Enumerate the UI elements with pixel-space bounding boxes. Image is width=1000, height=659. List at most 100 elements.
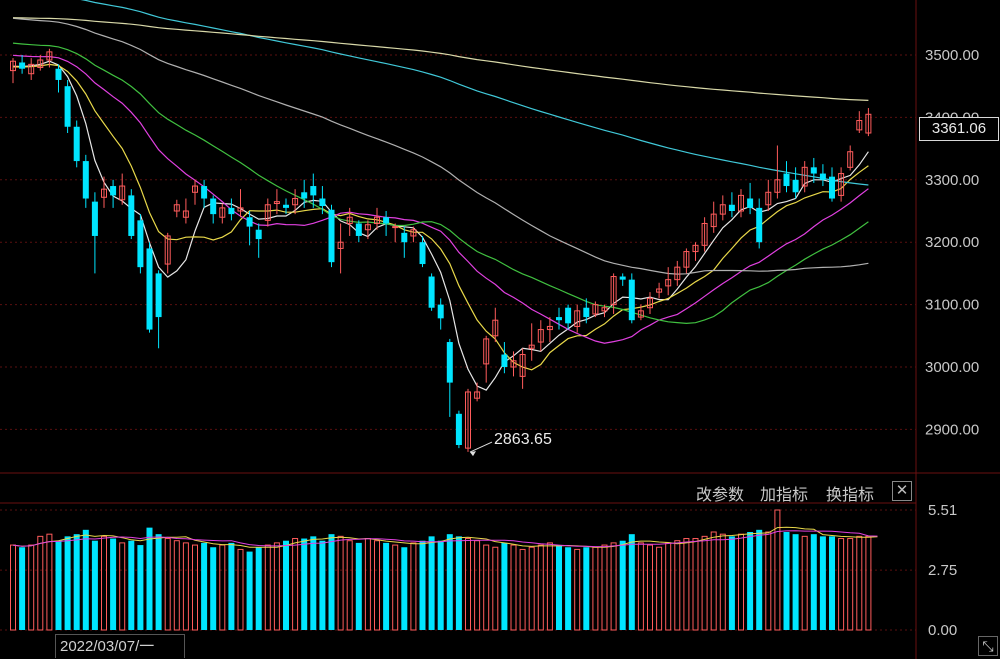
volume-bar [246,551,253,630]
volume-bar [647,544,653,631]
low-price-label: 2863.65 [494,431,552,448]
price-axis: 3500.003400.003300.003200.003100.003000.… [925,47,979,438]
candle-body [337,241,344,249]
volume-bar [228,542,235,630]
candle-body [765,191,772,206]
volume-bar [565,547,572,630]
volume-bar [492,546,499,631]
add-indicator-button[interactable]: 加指标 [760,487,809,504]
volume-bar [437,540,444,630]
candle-body [101,188,107,198]
candle-body [37,59,44,68]
candle-body [374,216,380,224]
candle-body [537,329,544,343]
candle-body [264,204,271,221]
volume-bar [255,547,262,630]
volume-bar [774,509,781,631]
volume-bar [601,544,608,631]
volume-bar [710,531,717,631]
candle-body [82,161,89,199]
close-icon[interactable]: ✕ [892,481,912,501]
candle-body [856,120,863,131]
candle-body [228,207,235,215]
volume-bar [765,531,772,631]
candle-body [701,222,708,246]
candle-body [346,216,353,224]
candle-body [819,173,826,180]
price-tick-label: 3300.00 [925,172,979,189]
volume-bar [692,538,699,631]
ma20-line [12,54,869,344]
candle-body [728,204,735,211]
candle-body [501,354,508,367]
change-params-button[interactable]: 改参数 [696,487,745,504]
candle-body [91,201,98,236]
switch-indicator-button[interactable]: 换指标 [826,487,875,504]
volume-bar [146,527,153,630]
volume-bar [747,531,754,630]
candle-body [46,51,53,61]
volume-bar [101,535,107,631]
volume-bar [137,545,144,630]
candle-body [829,176,835,199]
volume-bar [428,536,435,630]
candle-body [155,273,162,318]
candle-body [19,62,26,69]
candle-body [683,251,690,268]
volume-bar [592,546,599,631]
volume-bar [110,538,117,630]
volume-bar [237,548,244,631]
candle-body [455,413,462,445]
volume-ma10-line [12,530,878,548]
volume-bar [728,536,735,630]
candle-body [55,68,62,80]
candle-body [719,204,726,215]
candle-body [364,224,371,231]
volume-bar [401,547,408,630]
volume-bar [119,542,126,631]
volume-bar [55,540,62,630]
candle-body [383,217,390,224]
volume-bar [501,542,508,630]
candle-body [546,325,553,331]
volume-bar [847,538,854,631]
candle-body [255,229,262,240]
volume-bar [91,540,98,630]
volume-tick-label: 0.00 [928,622,957,639]
volume-bar [273,542,280,631]
candle-body [73,126,80,162]
candle-body [647,297,653,309]
price-tick-label: 3100.00 [925,297,979,314]
volume-bar [528,546,535,631]
candle-body [410,229,417,237]
volume-bar [819,536,826,630]
candle-body [637,310,644,318]
volume-bar [483,544,490,631]
volume-bar [610,542,617,631]
candle-body [64,86,71,127]
candle-body [574,310,581,327]
candle-body [401,232,408,243]
candle-body [428,276,435,308]
candle-body [565,307,572,324]
ma120-line [80,0,869,186]
scroll-arrow-icon[interactable]: ⤡ [978,636,998,656]
candle-body [756,207,763,243]
candle-body [419,242,426,265]
volume-bar [319,540,326,630]
price-tick-label: 3000.00 [925,359,979,376]
annotation-arrow [469,441,493,453]
price-tick-label: 3500.00 [925,47,979,64]
volume-axis: 5.51 2.75 0.00 [928,502,957,639]
volume-bar [637,542,644,631]
volume-bar [865,535,872,631]
candle-body [355,223,362,236]
volume-bar [292,538,299,631]
volume-bar [783,531,790,630]
candle-body [610,276,617,306]
candle-body [692,244,699,253]
volume-bar [201,542,208,630]
volume-bar [10,544,16,631]
candle-body [810,167,817,174]
